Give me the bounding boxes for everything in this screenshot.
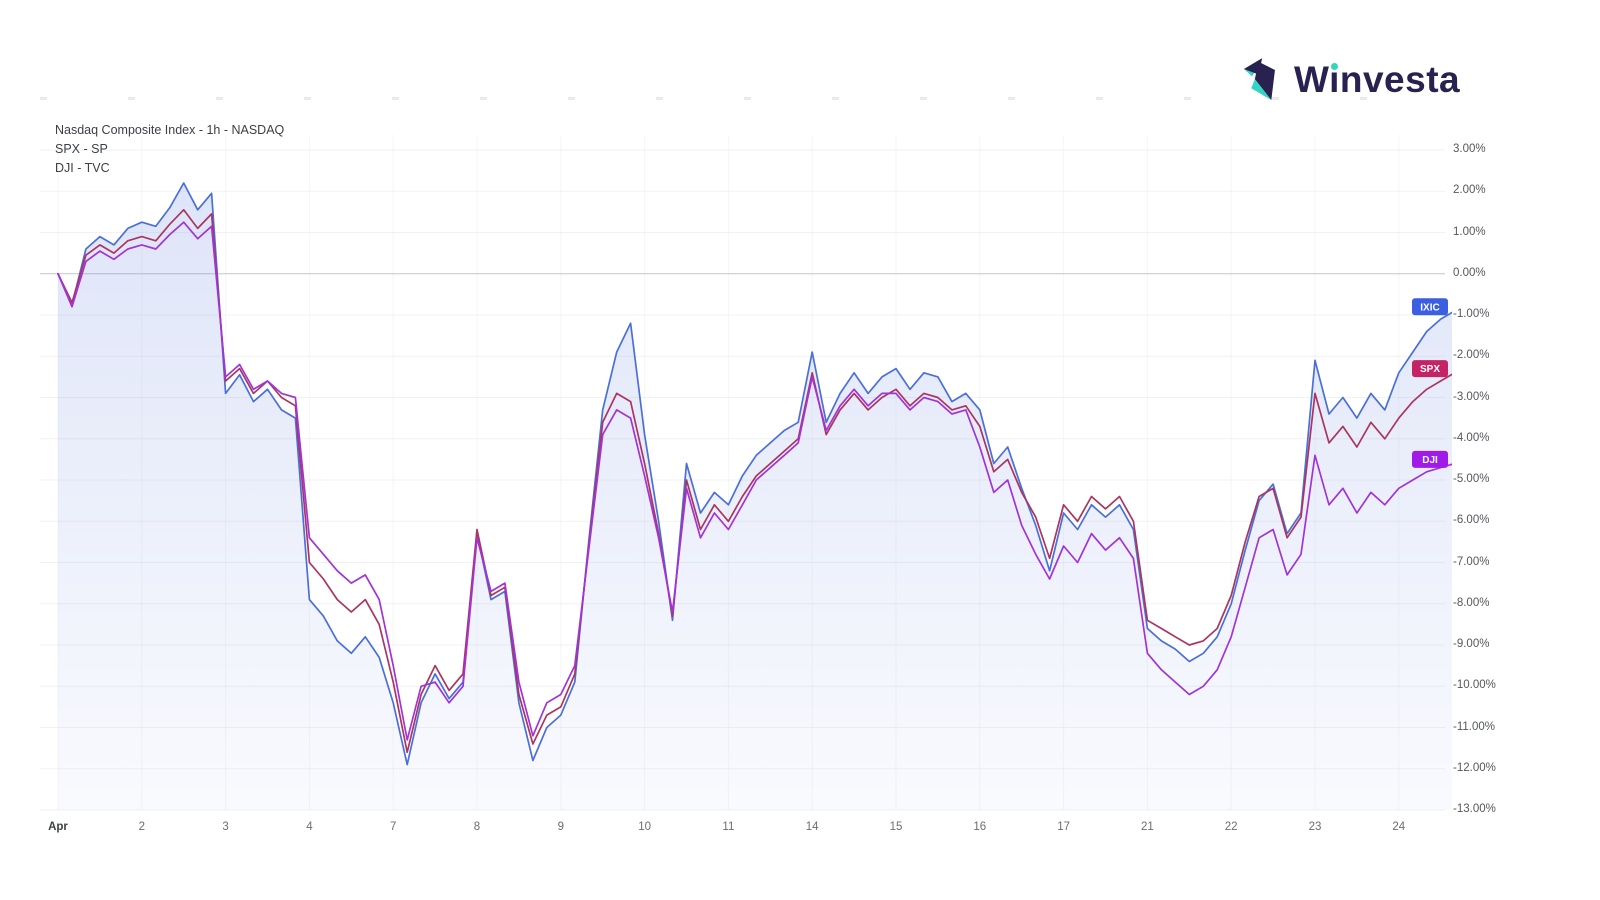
x-tick-label: 2	[138, 821, 145, 833]
legend-row-spx[interactable]: SPX - SP	[55, 142, 108, 156]
y-axis-price-scale[interactable]: 3.00% 2.00% 1.00% 0.00% -1.00% -2.00% -3.00% -4…	[1453, 105, 1533, 835]
x-tick-label: 23	[1308, 821, 1322, 833]
x-tick-label: 24	[1392, 821, 1406, 833]
x-tick-label: 21	[1140, 821, 1154, 833]
x-tick-label: 15	[889, 821, 903, 833]
chart-legend: Nasdaq Composite Index - 1h - NASDAQ SPX…	[55, 121, 284, 178]
brand-wordmark: Winvesta	[1294, 59, 1461, 100]
y-tick-label: -4.00%	[1453, 431, 1490, 444]
y-tick-label: -3.00%	[1453, 390, 1490, 403]
y-tick-label: -8.00%	[1453, 596, 1490, 609]
y-tick-label: -13.00%	[1453, 803, 1496, 815]
chart-plot-area[interactable]: IXIC SPX DJI	[40, 105, 1452, 835]
x-tick-label: 16	[973, 821, 987, 833]
y-tick-label: -9.00%	[1453, 638, 1490, 650]
legend-row-nasdaq[interactable]: Nasdaq Composite Index - 1h - NASDAQ	[55, 123, 285, 137]
chart-canvas[interactable]: IXIC SPX DJI	[40, 105, 1452, 835]
legend-row-dji[interactable]: DJI - TVC	[55, 161, 110, 175]
x-tick-label: 3	[222, 821, 229, 833]
y-tick-label: -2.00%	[1453, 349, 1490, 362]
x-tick-label: 9	[557, 821, 564, 833]
cropped-toolbar-artifact	[40, 97, 1440, 100]
svg-text:DJI: DJI	[1422, 455, 1438, 466]
brand-logo: Winvesta	[1243, 56, 1460, 104]
brand-i-dot-accent	[1331, 63, 1338, 70]
y-tick-label: 3.00%	[1453, 143, 1486, 155]
x-axis-time-scale[interactable]: Apr 2 3 4 7 8 9 10 11 14 15 16 17 21 22 23 24	[40, 821, 1460, 839]
x-tick-label: 11	[722, 821, 735, 833]
y-tick-label: -1.00%	[1453, 308, 1490, 320]
y-tick-label: -11.00%	[1453, 720, 1495, 733]
x-tick-label: 7	[389, 821, 397, 833]
x-tick-label: 22	[1224, 821, 1238, 833]
y-tick-label: -5.00%	[1453, 473, 1490, 485]
y-tick-label: -12.00%	[1453, 761, 1496, 774]
y-tick-label: 1.00%	[1453, 225, 1486, 238]
y-tick-label: -10.00%	[1453, 679, 1496, 692]
svg-text:SPX: SPX	[1420, 364, 1440, 375]
x-tick-label: Apr	[48, 821, 68, 833]
x-tick-label: 10	[638, 821, 651, 833]
y-tick-label: -6.00%	[1453, 514, 1490, 527]
x-tick-label: 17	[1057, 821, 1070, 833]
x-tick-label: 14	[805, 821, 819, 833]
y-tick-label: 0.00%	[1453, 266, 1486, 279]
y-tick-label: 2.00%	[1453, 184, 1486, 197]
series-badge-dji: DJI	[1412, 450, 1448, 468]
y-tick-label: -7.00%	[1453, 555, 1490, 568]
series-badge-spx: SPX	[1412, 360, 1448, 378]
winvesta-bird-icon	[1243, 58, 1275, 101]
series-badge-ixic: IXIC	[1412, 298, 1448, 316]
x-tick-label: 8	[473, 821, 481, 833]
svg-text:IXIC: IXIC	[1420, 302, 1439, 313]
x-tick-label: 4	[306, 821, 313, 833]
